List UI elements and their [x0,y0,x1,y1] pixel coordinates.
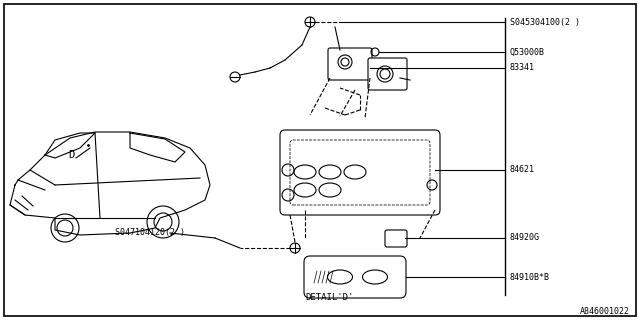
Text: 83341: 83341 [510,63,535,73]
Text: S047104120(2 ): S047104120(2 ) [115,228,185,237]
Text: DETAIL'D': DETAIL'D' [306,293,354,302]
Text: A846001022: A846001022 [580,308,630,316]
Text: 84920G: 84920G [510,234,540,243]
FancyBboxPatch shape [304,256,406,298]
Text: 84621: 84621 [510,165,535,174]
FancyBboxPatch shape [280,130,440,215]
Text: 84910B*B: 84910B*B [510,273,550,282]
Text: D: D [68,150,74,160]
FancyBboxPatch shape [385,230,407,247]
Text: Q53000B: Q53000B [510,47,545,57]
Text: S045304100(2 ): S045304100(2 ) [510,18,580,27]
FancyBboxPatch shape [290,140,430,205]
FancyBboxPatch shape [368,58,407,90]
FancyBboxPatch shape [328,48,372,80]
